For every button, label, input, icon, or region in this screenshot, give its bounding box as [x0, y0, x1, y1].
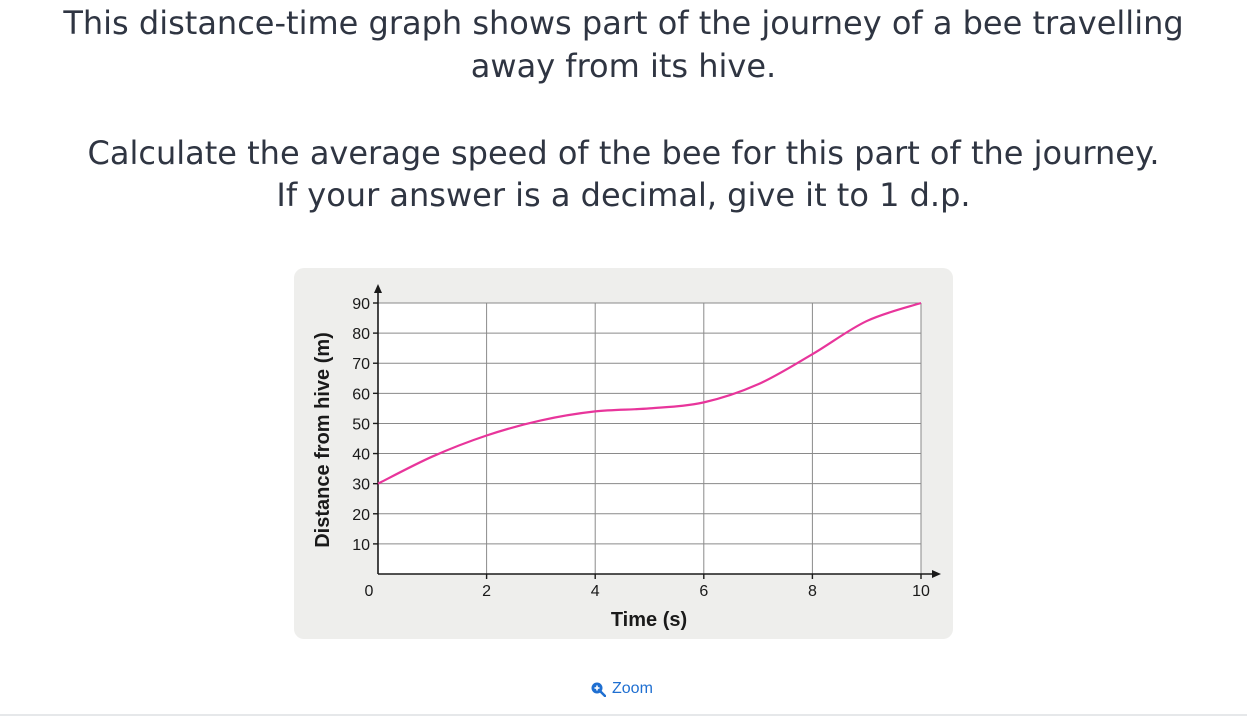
y-tick-label: 80	[352, 326, 370, 343]
x-tick-label: 10	[912, 583, 930, 600]
divider	[0, 714, 1247, 716]
plot-area	[378, 303, 921, 574]
question-line-2: away from its hive.	[470, 47, 777, 85]
x-axis-arrow	[932, 570, 941, 578]
x-tick-label: 2	[482, 583, 491, 600]
x-tick-label: 6	[699, 583, 708, 600]
y-tick-label: 30	[352, 477, 370, 494]
y-tick-label: 20	[352, 507, 370, 524]
distance-curve	[377, 301, 922, 485]
y-axis-arrow	[374, 284, 382, 293]
y-tick-label: 50	[352, 416, 370, 433]
y-tick-label: 90	[352, 296, 370, 313]
zoom-button[interactable]: Zoom	[590, 678, 653, 700]
question-line-4: If your answer is a decimal, give it to …	[276, 176, 971, 214]
chart-panel: 10 20 30 40 50 60 70 80 90 0 2 4 6 8 10 Time (s) Dista…	[294, 268, 953, 639]
x-tick-label: 0	[365, 583, 374, 600]
x-axis-title: Time (s)	[611, 609, 687, 631]
y-tick-label: 70	[352, 356, 370, 373]
distance-time-graph: 10 20 30 40 50 60 70 80 90 0 2 4 6 8 10 Time (s) Dista…	[312, 284, 941, 631]
y-tick-label: 60	[352, 386, 370, 403]
y-tick-label: 40	[352, 447, 370, 464]
y-axis-title: Distance from hive (m)	[312, 332, 334, 548]
zoom-label: Zoom	[612, 680, 653, 697]
y-tick-label: 10	[352, 537, 370, 554]
x-tick-label: 8	[808, 583, 817, 600]
x-tick-label: 4	[591, 583, 600, 600]
question-line-3: Calculate the average speed of the bee f…	[87, 134, 1160, 172]
question-line-1: This distance-time graph shows part of t…	[63, 4, 1184, 42]
zoom-in-icon	[591, 682, 606, 697]
